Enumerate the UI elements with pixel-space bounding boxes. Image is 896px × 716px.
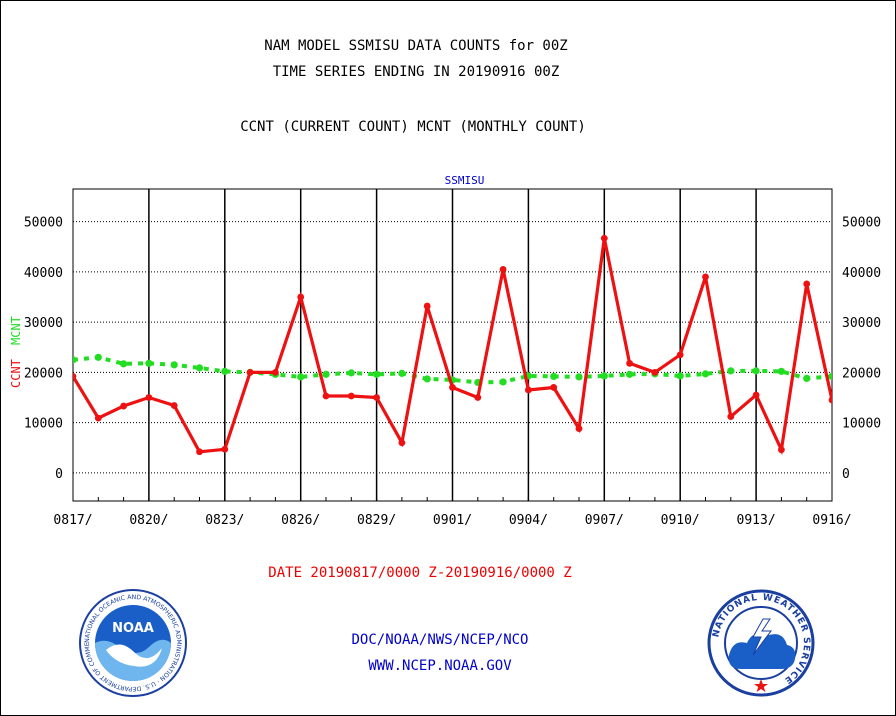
x-tick-label: 0907/ [585, 513, 624, 528]
x-tick-label: 0910/ [661, 513, 700, 528]
chart-title-line-2: TIME SERIES ENDING IN 20190916 00Z [272, 64, 560, 80]
noaa-logo-text: NOAA [112, 621, 154, 636]
x-tick-label: 0829/ [357, 513, 396, 528]
mcnt-point [777, 367, 786, 375]
mcnt-point [752, 367, 760, 375]
ccnt-point [626, 359, 633, 367]
ccnt-point [600, 234, 608, 242]
ccnt-point [474, 394, 482, 401]
x-tick-label: 0901/ [433, 513, 472, 528]
ccnt-point [170, 402, 178, 409]
mcnt-point [727, 367, 735, 375]
ccnt-point [803, 280, 811, 288]
x-tick-label: 0823/ [205, 513, 244, 528]
y-tick-label-right: 10000 [842, 417, 881, 432]
mcnt-point [373, 370, 381, 378]
mcnt-point [550, 372, 558, 381]
ccnt-point [449, 384, 456, 391]
ccnt-point [322, 392, 330, 400]
mcnt-point [170, 361, 178, 369]
date-range-label: DATE 20190817/0000 Z-20190916/0000 Z [268, 565, 572, 581]
ccnt-point [73, 373, 77, 380]
mcnt-point [423, 375, 431, 383]
y-tick-label-left: 10000 [24, 417, 63, 432]
mcnt-point [347, 369, 355, 377]
ccnt-point [525, 386, 532, 394]
y-axis-label-mcnt: MCNT [9, 316, 23, 345]
ccnt-point [550, 384, 558, 391]
ccnt-point [727, 413, 735, 420]
mcnt-point [120, 360, 128, 368]
y-tick-label-right: 0 [842, 467, 850, 482]
ccnt-point [347, 392, 355, 400]
ccnt-point [778, 446, 785, 454]
y-tick-label-left: 40000 [24, 266, 63, 281]
ccnt-point [145, 394, 153, 401]
x-tick-label: 0913/ [737, 513, 776, 528]
mcnt-point [221, 367, 229, 375]
nws-logo: NATIONAL WEATHER SERVICE [707, 589, 815, 701]
mcnt-point [575, 373, 583, 381]
mcnt-point [676, 372, 684, 380]
mcnt-point [94, 353, 102, 361]
ccnt-series [73, 234, 832, 456]
y-tick-label-left: 20000 [24, 366, 63, 381]
chart-title-line-3: CCNT (CURRENT COUNT) MCNT (MONTHLY COUNT… [240, 119, 586, 135]
x-tick-label: 0817/ [53, 513, 92, 528]
ccnt-point [828, 396, 832, 404]
ccnt-point [423, 302, 431, 310]
ccnt-point [120, 402, 127, 410]
footer-org-path: DOC/NOAA/NWS/NCEP/NCO [351, 632, 529, 648]
ccnt-point [651, 368, 659, 376]
ccnt-point [752, 391, 760, 399]
mcnt-point [195, 364, 204, 372]
mcnt-point [398, 369, 406, 377]
ccnt-point [221, 445, 229, 453]
mcnt-point [297, 373, 305, 381]
mcnt-point [803, 374, 811, 383]
ccnt-point [702, 273, 709, 281]
x-tick-label: 0904/ [509, 513, 548, 528]
y-tick-label-left: 30000 [24, 316, 63, 331]
y-tick-label-right: 30000 [842, 316, 881, 331]
ccnt-point [676, 351, 684, 359]
ccnt-point [398, 439, 406, 447]
y-tick-label-right: 20000 [842, 366, 881, 381]
ccnt-point [575, 425, 583, 433]
x-tick-label: 0826/ [281, 513, 320, 528]
mcnt-point [73, 356, 77, 364]
y-tick-label-right: 40000 [842, 266, 881, 281]
y-tick-label-left: 50000 [24, 216, 63, 231]
ccnt-point [297, 293, 305, 301]
ccnt-point [272, 368, 279, 376]
mcnt-point [322, 370, 330, 378]
y-axis-label-ccnt: CCNT [9, 359, 23, 388]
noaa-logo: NOAA NATIONAL OCEANIC AND ATMOSPHERIC AD… [76, 583, 188, 702]
ccnt-point [196, 448, 203, 456]
mcnt-point [145, 359, 153, 367]
chart-title-line-1: NAM MODEL SSMISU DATA COUNTS for 00Z [264, 38, 568, 54]
ccnt-point [94, 414, 102, 422]
ccnt-point [499, 265, 507, 273]
mcnt-series [73, 353, 832, 387]
y-tick-label-left: 0 [55, 467, 63, 482]
y-tick-label-right: 50000 [842, 216, 881, 231]
mcnt-point [626, 370, 634, 378]
ccnt-point [246, 368, 254, 376]
series-title: SSMISU [445, 174, 485, 187]
footer-website: WWW.NCEP.NOAA.GOV [368, 658, 512, 674]
mcnt-point [499, 378, 507, 386]
x-tick-label: 0916/ [812, 513, 851, 528]
mcnt-point [600, 372, 608, 380]
mcnt-point [828, 372, 832, 380]
ccnt-point [373, 394, 380, 401]
mcnt-point [701, 370, 710, 378]
x-tick-label: 0820/ [129, 513, 168, 528]
